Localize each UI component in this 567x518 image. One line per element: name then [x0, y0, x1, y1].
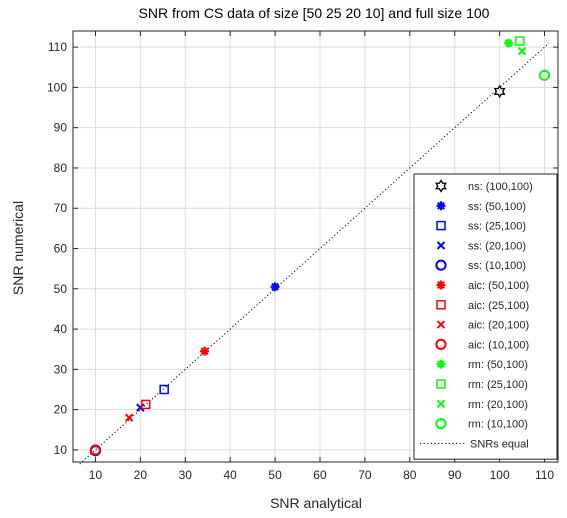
legend-label: ss: (25,100) [468, 221, 526, 233]
legend-marker [436, 220, 446, 231]
x-tick-label: 60 [313, 468, 327, 482]
y-tick-label: 10 [54, 443, 68, 457]
legend-marker [436, 359, 446, 369]
legend-label: rm: (20,100) [468, 399, 528, 411]
legend-marker [436, 320, 446, 329]
data-point [159, 384, 169, 395]
legend-marker [436, 379, 446, 389]
x-tick-label: 80 [403, 468, 417, 482]
data-point [270, 282, 280, 292]
axis-ticks: 10 20 30 40 50 60 70 80 90 100 110 10 20 30 40 50 60 70 80… [47, 31, 558, 482]
y-tick-label: 100 [47, 80, 67, 94]
y-tick-label: 60 [54, 242, 68, 256]
data-point [515, 36, 525, 46]
legend-label: aic: (25,100) [468, 300, 529, 312]
data-point [136, 403, 145, 412]
legend-label: ss: (50,100) [468, 201, 526, 213]
data-point [517, 46, 527, 56]
data-point [89, 444, 102, 456]
legend-marker [435, 179, 447, 193]
legend-marker [436, 201, 446, 211]
x-tick-label: 30 [179, 468, 193, 482]
legend-label: aic: (20,100) [468, 320, 529, 332]
y-tick-label: 90 [54, 121, 68, 135]
legend-label: rm: (10,100) [468, 419, 528, 431]
x-tick-label: 10 [89, 468, 103, 482]
data-point [124, 413, 134, 422]
data-point [200, 346, 210, 356]
legend-label: aic: (50,100) [468, 280, 529, 292]
chart-title: SNR from CS data of size [50 25 20 10] a… [139, 5, 490, 21]
legend-marker [436, 241, 446, 250]
legend-marker [435, 259, 447, 271]
x-tick-label: 40 [223, 468, 237, 482]
y-tick-label: 50 [54, 282, 68, 296]
data-point [141, 399, 151, 410]
legend-label: aic: (10,100) [468, 339, 529, 351]
x-tick-label: 100 [490, 468, 510, 482]
y-tick-label: 40 [54, 322, 68, 336]
legend-box [413, 173, 558, 460]
data-point [538, 69, 551, 81]
y-tick-label: 30 [54, 362, 68, 376]
x-tick-label: 110 [535, 468, 554, 482]
legend-marker [436, 399, 446, 409]
data-point [493, 84, 506, 99]
legend-label: rm: (50,100) [468, 359, 528, 371]
y-tick-label: 70 [54, 201, 68, 215]
reference-line-layer [79, 42, 550, 465]
y-tick-label: 110 [48, 40, 67, 54]
legend-label: rm: (25,100) [468, 379, 528, 391]
x-tick-label: 20 [134, 468, 148, 482]
x-tick-label: 50 [268, 468, 282, 482]
legend-label: ss: (10,100) [468, 260, 526, 272]
legend-label: ns: (100,100) [468, 181, 533, 193]
legend-label: ss: (20,100) [468, 240, 526, 252]
legend-marker [436, 280, 446, 290]
y-tick-label: 20 [54, 403, 68, 417]
data-point [504, 38, 514, 48]
legend-marker [435, 418, 447, 430]
legend-marker [436, 300, 446, 310]
legend-marker [435, 338, 447, 350]
x-tick-label: 70 [358, 468, 372, 482]
y-tick-label: 80 [54, 161, 68, 175]
legend-label: SNRs equal [470, 438, 529, 450]
data-markers [89, 36, 551, 457]
y-axis-title: SNR numerical [10, 201, 26, 295]
x-tick-label: 90 [448, 468, 462, 482]
plot-area-frame [72, 30, 559, 463]
reference-line-snrs-equal [79, 42, 550, 465]
legend: ns: (100,100) ss: (50,100) ss: (25,100) ss:… [413, 173, 558, 460]
x-axis-title: SNR analytical [270, 495, 362, 511]
